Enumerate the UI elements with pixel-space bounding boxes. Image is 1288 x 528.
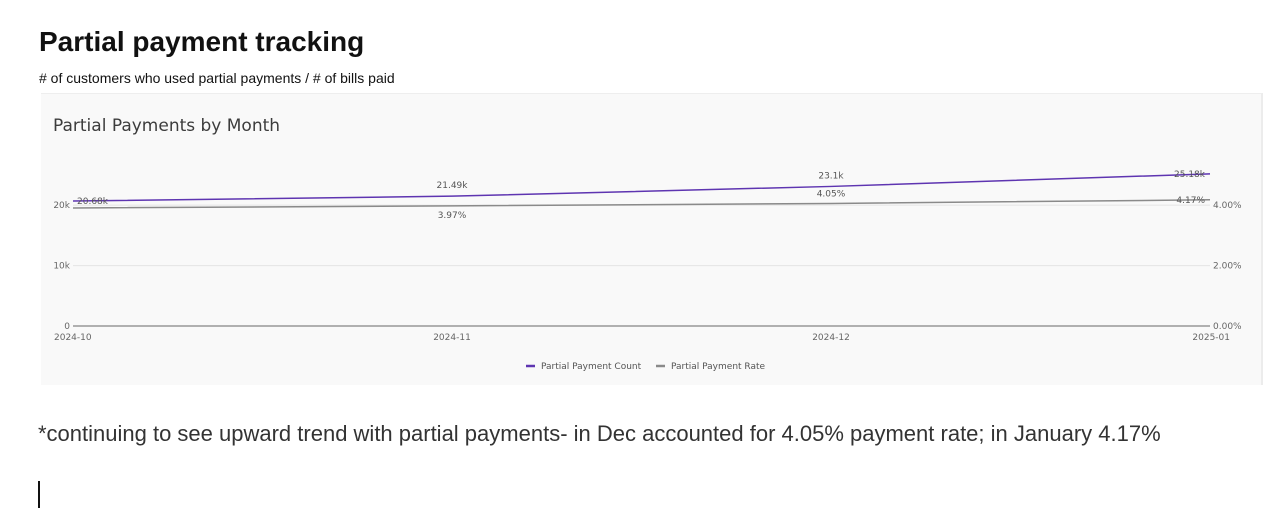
data-label: 4.05%: [817, 189, 846, 199]
legend-label: Partial Payment Rate: [671, 362, 766, 372]
y-right-tick-label: 0.00%: [1213, 322, 1242, 332]
data-label: 25.18k: [1174, 170, 1206, 180]
x-tick-label: 2024-12: [812, 333, 850, 343]
x-tick-label: 2024-10: [54, 333, 92, 343]
chart-card: [41, 93, 1263, 385]
y-right-tick-label: 4.00%: [1213, 201, 1242, 211]
legend-label: Partial Payment Count: [541, 362, 642, 372]
data-label: 21.49k: [437, 181, 469, 191]
y-right-tick-label: 2.00%: [1213, 261, 1242, 271]
x-tick-label: 2025-01: [1192, 333, 1230, 343]
y-left-tick-label: 20k: [53, 201, 70, 211]
x-tick-label: 2024-11: [433, 333, 471, 343]
note-text: *continuing to see upward trend with par…: [38, 421, 1161, 446]
page-subtitle: # of customers who used partial payments…: [39, 70, 395, 86]
series-line-rate: [72, 199, 1211, 209]
text-cursor: [38, 481, 40, 508]
y-left-tick-label: 10k: [53, 262, 70, 272]
data-label: 23.1k: [818, 171, 844, 181]
chart-title: Partial Payments by Month: [53, 116, 281, 136]
data-label: 3.97%: [438, 211, 467, 221]
y-left-tick-label: 0: [64, 322, 70, 332]
series-line-count: [72, 173, 1211, 202]
data-label: 20.68k: [77, 197, 109, 207]
page-title: Partial payment tracking: [39, 26, 365, 57]
data-label: 4.17%: [1176, 196, 1205, 206]
